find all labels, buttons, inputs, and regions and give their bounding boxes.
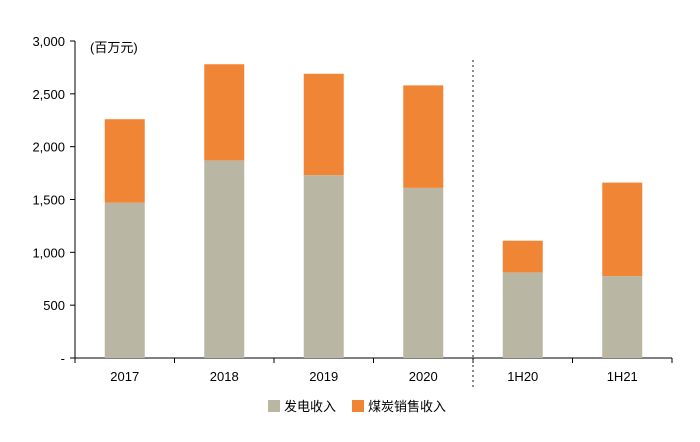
bar-coal-2018: [204, 64, 245, 161]
x-tick-label: 2018: [210, 369, 239, 384]
x-tick-label: 2019: [309, 369, 338, 384]
y-tick-label: -: [61, 351, 65, 366]
bar-coal-2017: [104, 119, 145, 203]
legend-swatch: [268, 400, 280, 412]
x-tick-label: 1H21: [607, 369, 638, 384]
x-tick-label: 2017: [110, 369, 139, 384]
bar-power-2017: [104, 202, 145, 358]
x-tick-label: 2020: [409, 369, 438, 384]
bar-coal-1H20: [502, 240, 543, 273]
x-axis: 2017 2018 2019 2020 1H20 1H21: [74, 357, 673, 384]
bar-power-1H21: [602, 276, 643, 358]
y-tick-label: 1,500: [32, 193, 65, 208]
y-tick-label: 1,000: [32, 245, 65, 260]
x-tick-label: 1H20: [507, 369, 538, 384]
bar-power-1H20: [502, 272, 543, 358]
y-tick-label: 2,500: [32, 87, 65, 102]
bar-coal-1H21: [602, 182, 643, 277]
bars: [104, 64, 643, 358]
bar-coal-2019: [303, 73, 344, 176]
legend-swatch: [352, 400, 364, 412]
y-tick-label: 3,000: [32, 34, 65, 49]
bar-coal-2020: [403, 85, 444, 188]
y-tick-label: 500: [43, 298, 65, 313]
legend-label: 发电收入: [284, 399, 336, 414]
bar-power-2020: [403, 187, 444, 358]
unit-label: (百万元): [90, 40, 138, 55]
legend-label: 煤炭销售收入: [368, 399, 446, 414]
bar-power-2019: [303, 175, 344, 358]
y-tick-label: 2,000: [32, 140, 65, 155]
legend: 发电收入 煤炭销售收入: [268, 399, 446, 414]
bar-power-2018: [204, 160, 245, 358]
y-axis: - 500 1,000 1,500 2,000 2,500 3,000: [32, 34, 76, 366]
